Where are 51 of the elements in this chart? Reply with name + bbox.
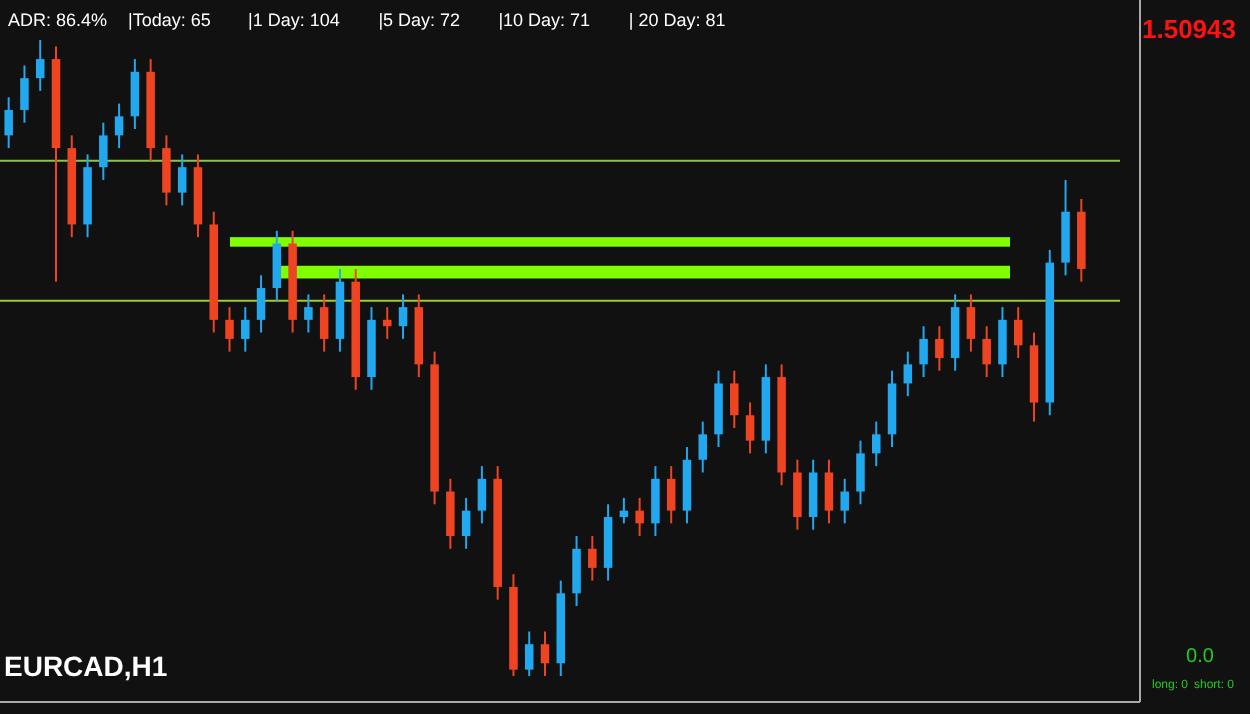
candlestick [20, 64, 29, 124]
candlestick [383, 306, 392, 340]
candlestick [998, 306, 1007, 379]
candlestick [272, 229, 282, 302]
text: |1 Day: 104 [248, 10, 340, 30]
candlestick [651, 465, 660, 538]
candlestick [446, 477, 455, 550]
candlestick [982, 325, 991, 379]
candlestick [793, 458, 802, 531]
candlestick [461, 496, 471, 550]
candlestick [966, 293, 976, 353]
candlestick [35, 39, 45, 92]
candlestick [304, 293, 313, 334]
candlestick [919, 325, 928, 379]
candlestick [903, 350, 913, 398]
text: | 20 Day: 81 [628, 10, 726, 30]
candlestick [540, 630, 550, 677]
candlestick [824, 458, 834, 525]
candlestick [177, 153, 187, 207]
candlestick [4, 96, 13, 150]
candlestick [808, 458, 818, 531]
text: ADR: 86.4% [8, 10, 108, 30]
text: 1.50943 [1142, 14, 1236, 44]
candlestick [856, 439, 865, 506]
candlestick [935, 325, 944, 372]
candlestick [114, 102, 124, 150]
text: |5 Day: 72 [378, 10, 461, 30]
candlestick [698, 420, 707, 474]
candlestick [130, 58, 140, 131]
candlestick [477, 465, 487, 525]
candlestick [225, 306, 234, 353]
text: |10 Day: 71 [498, 10, 591, 30]
candlestick [572, 535, 581, 608]
candlestick [872, 420, 881, 468]
candlestick [588, 535, 597, 582]
candlestick [256, 274, 266, 334]
candlestick [241, 306, 250, 353]
candlestick [398, 293, 408, 340]
text: |Today: 65 [128, 10, 211, 30]
text: 0.0 [1186, 646, 1215, 668]
text: EURCAD,H1 [4, 650, 168, 682]
candlestick [99, 121, 108, 181]
candlestick [666, 465, 676, 525]
candlestick [524, 630, 534, 677]
candlestick [840, 477, 849, 525]
candlestick [319, 293, 329, 353]
candlestick [635, 496, 644, 538]
candlestick [745, 401, 755, 455]
candlestick [162, 134, 171, 207]
candlestick [730, 369, 739, 429]
candlestick [1013, 306, 1023, 359]
